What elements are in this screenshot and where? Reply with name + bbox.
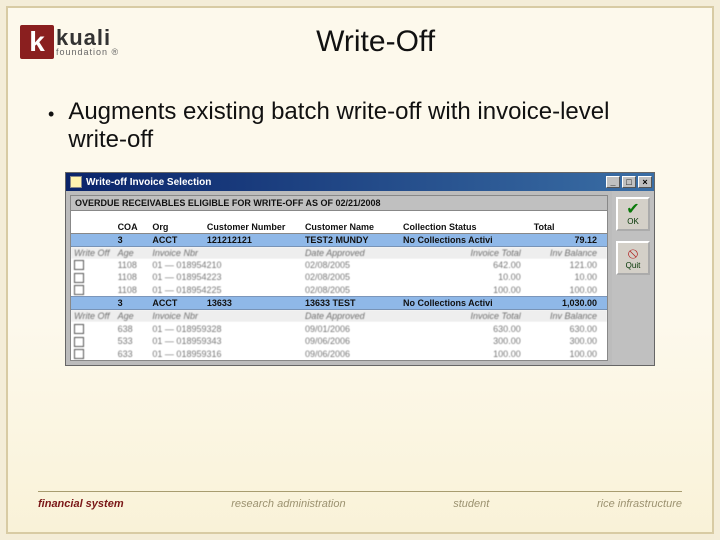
quit-label: Quit <box>626 261 641 270</box>
footer-student: student <box>453 498 489 510</box>
invoice-row[interactable]: 1108 01 — 018954210 02/08/2005 642.00 12… <box>71 259 607 272</box>
maximize-button[interactable]: □ <box>622 176 636 188</box>
g1-total: 79.12 <box>531 233 607 246</box>
footer-research: research administration <box>231 498 345 510</box>
invoice-row[interactable]: 1108 01 — 018954223 02/08/2005 10.00 10.… <box>71 271 607 284</box>
g1-org: ACCT <box>149 233 203 246</box>
writeoff-checkbox[interactable] <box>74 273 84 283</box>
logo-sub: foundation ® <box>56 48 119 56</box>
hdr-status: Collection Status <box>400 211 531 233</box>
writeoff-window: Write-off Invoice Selection _ □ × OVERDU… <box>65 172 655 366</box>
minimize-button[interactable]: _ <box>606 176 620 188</box>
g2-status: No Collections Activi <box>400 297 531 310</box>
content-pane: OVERDUE RECEIVABLES ELIGIBLE FOR WRITE-O… <box>70 195 608 361</box>
quit-icon: ⦸ <box>628 247 638 261</box>
bullet-item: • Augments existing batch write-off with… <box>48 98 672 154</box>
writeoff-checkbox[interactable] <box>74 260 84 270</box>
ok-label: OK <box>627 217 639 226</box>
g1-coa: 3 <box>115 233 150 246</box>
logo-name: kuali <box>56 28 119 48</box>
invoice-row[interactable]: 633 01 — 018959316 09/06/2006 100.00 100… <box>71 348 607 361</box>
window-icon <box>70 176 82 188</box>
writeoff-checkbox[interactable] <box>74 349 84 359</box>
check-icon: ✔ <box>626 203 639 217</box>
g2-coa: 3 <box>115 297 150 310</box>
hdr-custname: Customer Name <box>302 211 400 233</box>
hdr-coa: COA <box>115 211 150 233</box>
invoice-row[interactable]: 533 01 — 018959343 09/06/2006 300.00 300… <box>71 335 607 348</box>
invoice-row[interactable]: 1108 01 — 018954225 02/08/2005 100.00 10… <box>71 284 607 297</box>
close-button[interactable]: × <box>638 176 652 188</box>
slide-title: Write-Off <box>159 25 592 59</box>
subheader-row: Write Off Age Invoice Nbr Date Approved … <box>71 310 607 323</box>
hdr-org: Org <box>149 211 203 233</box>
window-sidebar: ✔ OK ⦸ Quit <box>612 191 654 365</box>
kuali-logo: k kuali foundation ® <box>20 25 119 59</box>
g2-cust: 13633 <box>204 297 302 310</box>
footer-rice: rice infrastructure <box>597 498 682 510</box>
hdr-total: Total <box>531 211 607 233</box>
writeoff-checkbox[interactable] <box>74 324 84 334</box>
g2-org: ACCT <box>149 297 203 310</box>
group-row[interactable]: 3 ACCT 13633 13633 TEST No Collections A… <box>71 297 607 310</box>
invoice-row[interactable]: 638 01 — 018959328 09/01/2006 630.00 630… <box>71 322 607 335</box>
group-row[interactable]: 3 ACCT 121212121 TEST2 MUNDY No Collecti… <box>71 233 607 246</box>
g1-name: TEST2 MUNDY <box>302 233 400 246</box>
g1-status: No Collections Activi <box>400 233 531 246</box>
quit-button[interactable]: ⦸ Quit <box>616 241 650 275</box>
logo-icon: k <box>20 25 54 59</box>
hdr-custnum: Customer Number <box>204 211 302 233</box>
window-titlebar: Write-off Invoice Selection _ □ × <box>66 173 654 191</box>
writeoff-checkbox[interactable] <box>74 337 84 347</box>
footer-financial: financial system <box>38 498 124 510</box>
writeoff-checkbox[interactable] <box>74 285 84 295</box>
ok-button[interactable]: ✔ OK <box>616 197 650 231</box>
g2-total: 1,030.00 <box>531 297 607 310</box>
footer: financial system research administration… <box>38 491 682 510</box>
subheader-row: Write Off Age Invoice Nbr Date Approved … <box>71 246 607 259</box>
header-row: COA Org Customer Number Customer Name Co… <box>71 211 607 233</box>
bullet-text: Augments existing batch write-off with i… <box>68 98 672 154</box>
g1-cust: 121212121 <box>204 233 302 246</box>
window-title: Write-off Invoice Selection <box>86 177 211 188</box>
caption-bar: OVERDUE RECEIVABLES ELIGIBLE FOR WRITE-O… <box>71 196 607 211</box>
bullet-dot: • <box>48 104 54 125</box>
g2-name: 13633 TEST <box>302 297 400 310</box>
